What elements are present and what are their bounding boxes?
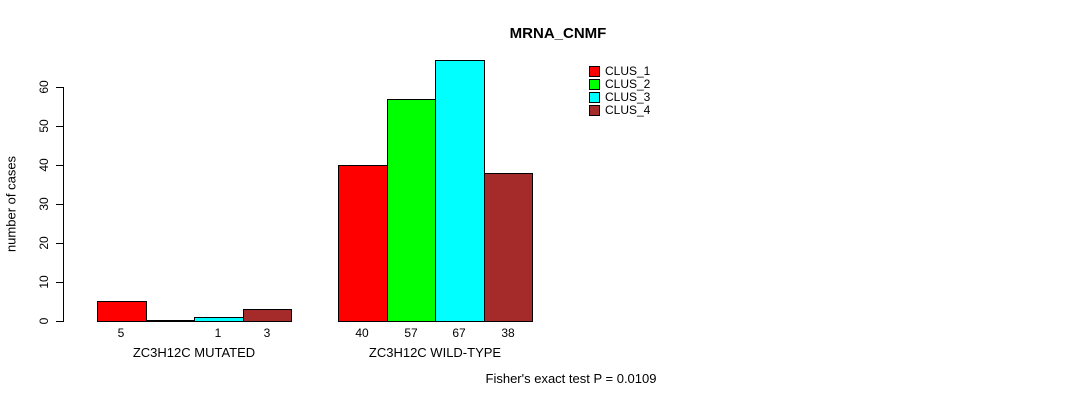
category-label: ZC3H12C MUTATED (132, 345, 256, 360)
legend-swatch (589, 91, 600, 103)
y-tick (56, 243, 63, 244)
y-tick (56, 126, 63, 127)
y-tick-label: 60 (37, 80, 51, 94)
y-tick (56, 87, 63, 88)
y-tick-label: 20 (37, 236, 51, 250)
bar (194, 317, 244, 322)
legend-swatch (589, 78, 600, 90)
legend-swatch (589, 104, 600, 116)
legend-item: CLUS_1 (589, 65, 650, 77)
legend-item: CLUS_3 (589, 91, 650, 103)
y-tick (56, 204, 63, 205)
bar-value-label: 3 (263, 326, 271, 340)
y-tick-label: 40 (37, 158, 51, 172)
bar-value-label: 67 (452, 326, 466, 340)
bar (146, 320, 195, 322)
bar (435, 60, 485, 322)
category-label: ZC3H12C WILD-TYPE (368, 345, 502, 360)
chart-title: MRNA_CNMF (509, 25, 607, 42)
bar-value-label: 57 (404, 326, 418, 340)
bar (484, 173, 533, 322)
y-tick-label: 10 (37, 275, 51, 289)
y-axis-line (63, 87, 64, 322)
y-tick (56, 165, 63, 166)
bar-value-label: 38 (501, 326, 515, 340)
bar (338, 165, 388, 322)
stat-test-result: Fisher's exact test P = 0.0109 (485, 371, 657, 386)
y-tick-label: 30 (37, 197, 51, 211)
bar-value-label: 40 (355, 326, 369, 340)
bar-value-label: 5 (117, 326, 125, 340)
bar (97, 301, 147, 322)
legend-label: CLUS_2 (605, 77, 651, 91)
y-axis-label: number of cases (3, 155, 19, 253)
bar-value-label: 1 (214, 326, 222, 340)
bar (387, 99, 436, 322)
y-tick-label: 0 (37, 317, 51, 325)
legend-item: CLUS_2 (589, 78, 650, 90)
y-tick-label: 50 (37, 119, 51, 133)
legend-label: CLUS_4 (605, 103, 651, 117)
legend-label: CLUS_3 (605, 90, 651, 104)
y-tick (56, 282, 63, 283)
y-tick (56, 321, 63, 322)
legend-item: CLUS_4 (589, 104, 650, 116)
legend-label: CLUS_1 (605, 64, 651, 78)
legend-swatch (589, 65, 600, 77)
bar (243, 309, 292, 322)
